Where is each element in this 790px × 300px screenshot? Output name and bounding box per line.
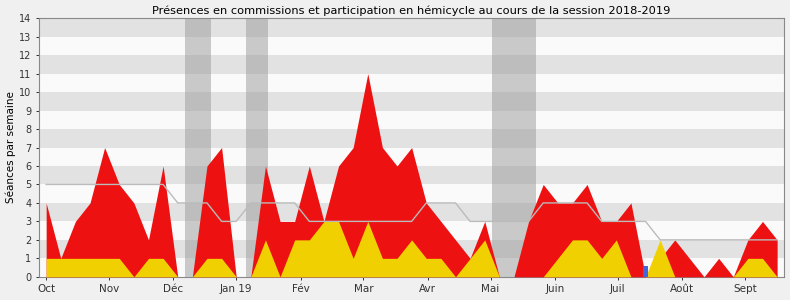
- Y-axis label: Séances par semaine: Séances par semaine: [6, 92, 16, 203]
- Bar: [39, 166, 784, 184]
- Bar: [39, 184, 784, 203]
- Bar: [39, 221, 784, 240]
- Bar: [39, 92, 784, 111]
- Bar: [492, 18, 536, 277]
- Bar: [246, 18, 269, 277]
- Bar: [39, 240, 784, 258]
- Bar: [39, 203, 784, 221]
- Bar: [39, 129, 784, 148]
- Bar: [39, 258, 784, 277]
- Bar: [39, 18, 784, 37]
- Bar: [39, 55, 784, 74]
- Bar: [39, 111, 784, 129]
- Bar: [185, 18, 212, 277]
- Bar: [39, 74, 784, 92]
- Bar: [643, 266, 648, 277]
- Bar: [39, 148, 784, 166]
- Bar: [39, 37, 784, 55]
- Title: Présences en commissions et participation en hémicycle au cours de la session 20: Présences en commissions et participatio…: [152, 6, 671, 16]
